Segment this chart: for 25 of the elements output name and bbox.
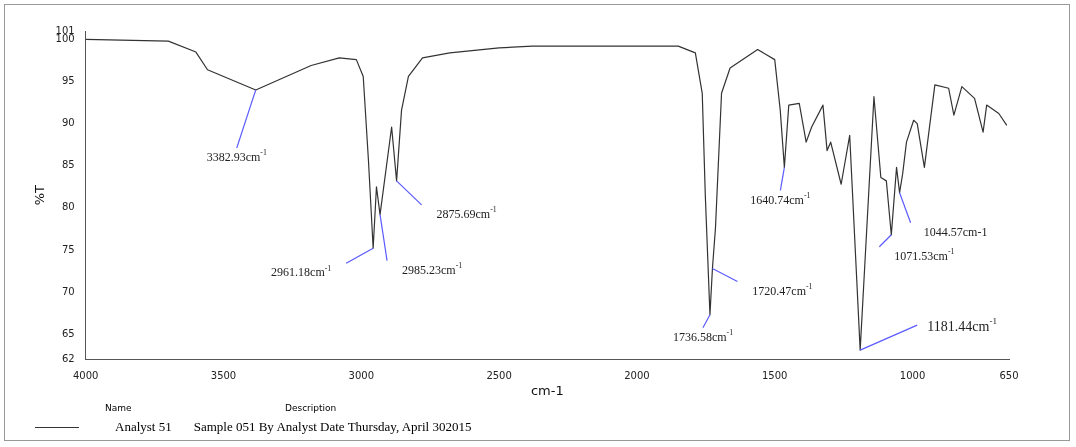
x-tick-label: 2500	[486, 369, 512, 381]
x-tick-label: 650	[999, 369, 1019, 381]
y-axis-title: %T	[32, 185, 48, 206]
y-tick-label: 65	[61, 327, 75, 339]
y-tick-label: 95	[61, 75, 75, 87]
x-tick-label: 3000	[348, 369, 375, 381]
text: Analyst 51	[115, 419, 172, 435]
y-tick-label: 80	[61, 201, 75, 213]
y-tick-label: 70	[61, 285, 75, 297]
y-tick-label: 62	[61, 352, 75, 364]
text: Sample 051 By Analyst Date Thursday, April 302015	[193, 419, 472, 435]
y-tick-label: 101	[55, 24, 75, 36]
x-tick-label: 1000	[899, 369, 926, 381]
x-axis-title: cm-1	[530, 382, 564, 398]
y-tick-label: 90	[61, 117, 75, 129]
x-tick-label: 2000	[624, 369, 650, 381]
text: Name	[105, 403, 133, 413]
y-tick-label: 75	[61, 243, 75, 255]
y-tick-label: 85	[61, 159, 75, 171]
x-tick-label: 4000	[72, 369, 99, 381]
y-tick-label: 100	[55, 33, 75, 45]
x-tick-label: 1500	[762, 369, 788, 381]
text: Description	[285, 403, 337, 413]
annotation: 1044.57cm-1	[923, 224, 988, 239]
x-tick-label: 3500	[210, 369, 237, 381]
